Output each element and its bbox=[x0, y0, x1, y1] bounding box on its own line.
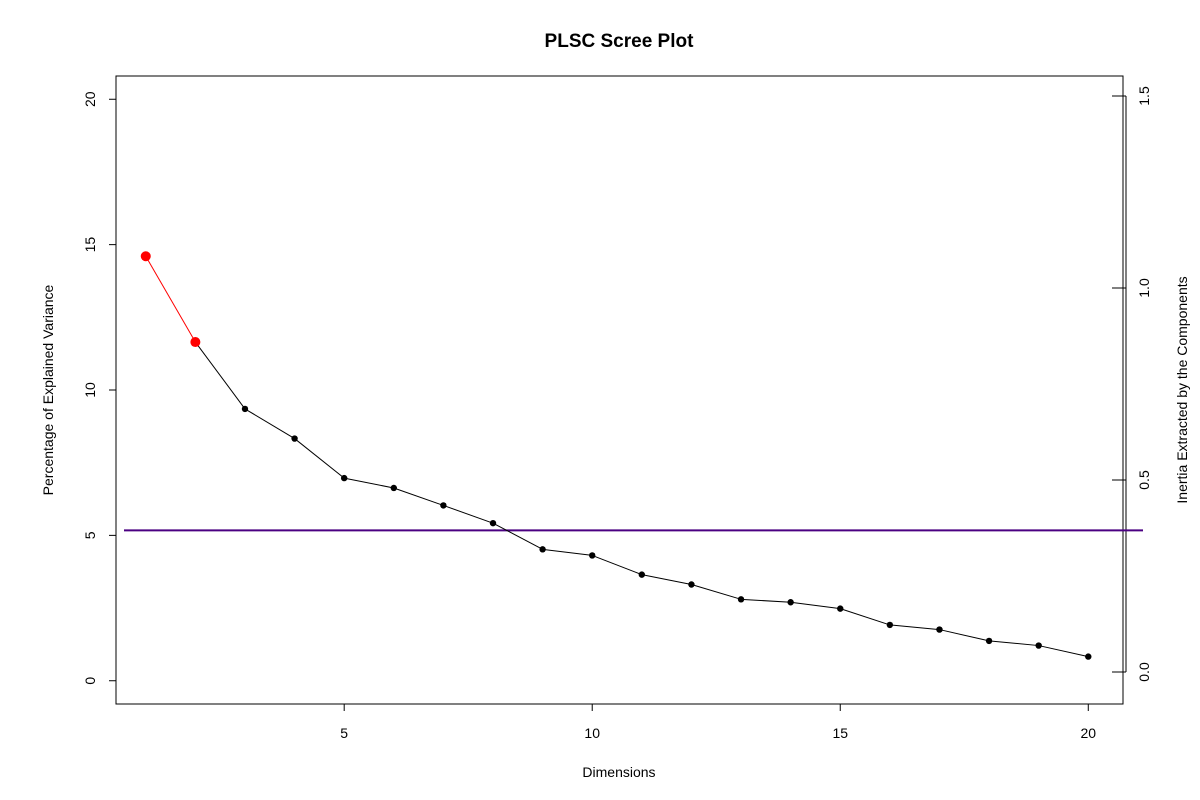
data-point bbox=[985, 637, 993, 645]
series-segment bbox=[889, 624, 940, 631]
data-point bbox=[1085, 653, 1092, 660]
series-lines bbox=[145, 256, 1089, 658]
data-point bbox=[737, 596, 745, 603]
series-segment bbox=[1038, 645, 1089, 658]
data-point bbox=[1035, 642, 1042, 649]
y-axis-left: 0 5 10 15 20 bbox=[82, 91, 117, 685]
y-axis-title-left: Percentage of Explained Variance bbox=[40, 284, 56, 495]
y2-tick-label: 1.0 bbox=[1136, 278, 1152, 298]
series-segment bbox=[145, 256, 196, 343]
series-segment bbox=[244, 408, 295, 439]
highlighted-data-point bbox=[140, 251, 151, 262]
y-tick-label: 5 bbox=[82, 531, 98, 539]
data-point bbox=[837, 605, 844, 612]
x-tick-label: 10 bbox=[584, 725, 600, 741]
series-segment bbox=[790, 601, 841, 610]
plot-frame bbox=[115, 75, 1124, 705]
series-segment bbox=[989, 640, 1039, 647]
data-point bbox=[936, 626, 943, 633]
series-segment bbox=[194, 341, 246, 410]
data-point bbox=[291, 435, 298, 442]
data-point bbox=[886, 621, 894, 629]
y2-tick-label: 0.0 bbox=[1136, 662, 1152, 682]
x-axis: 5 10 15 20 bbox=[340, 703, 1096, 741]
series-segment bbox=[840, 608, 891, 626]
data-point bbox=[688, 581, 695, 588]
data-point bbox=[390, 484, 397, 492]
series-segment bbox=[641, 574, 692, 585]
data-point bbox=[787, 599, 794, 606]
data-point bbox=[340, 474, 348, 482]
series-segment bbox=[741, 598, 791, 603]
x-axis-title: Dimensions bbox=[582, 764, 655, 780]
x-tick-label: 15 bbox=[832, 725, 848, 741]
series-segment bbox=[443, 504, 494, 524]
highlighted-data-point bbox=[190, 337, 201, 348]
chart-title: PLSC Scree Plot bbox=[545, 31, 695, 52]
series-segment bbox=[939, 629, 990, 642]
y2-tick-label: 0.5 bbox=[1136, 470, 1152, 490]
y-tick-label: 20 bbox=[82, 91, 98, 107]
series-segment bbox=[344, 477, 394, 489]
y-axis-title-right: Inertia Extracted by the Components bbox=[1174, 276, 1190, 503]
y2-tick-label: 1.5 bbox=[1136, 86, 1152, 106]
data-point bbox=[539, 546, 546, 553]
series-segment bbox=[294, 438, 345, 479]
series-segment bbox=[492, 522, 543, 550]
series-segment bbox=[691, 584, 742, 600]
x-tick-label: 20 bbox=[1080, 725, 1096, 741]
data-point bbox=[638, 571, 646, 578]
series-segment bbox=[592, 554, 643, 576]
y-axis-right: 0.0 0.5 1.0 1.5 bbox=[1112, 86, 1152, 682]
data-point bbox=[589, 552, 596, 559]
data-point bbox=[241, 405, 249, 413]
x-tick-label: 5 bbox=[340, 725, 348, 741]
series-segment bbox=[542, 548, 593, 556]
y-tick-label: 10 bbox=[82, 382, 98, 398]
y-tick-label: 15 bbox=[82, 237, 98, 253]
data-point bbox=[440, 502, 447, 509]
series-points bbox=[140, 251, 1092, 660]
y-tick-label: 0 bbox=[82, 677, 98, 685]
data-point bbox=[489, 519, 497, 527]
series-segment bbox=[393, 487, 444, 506]
